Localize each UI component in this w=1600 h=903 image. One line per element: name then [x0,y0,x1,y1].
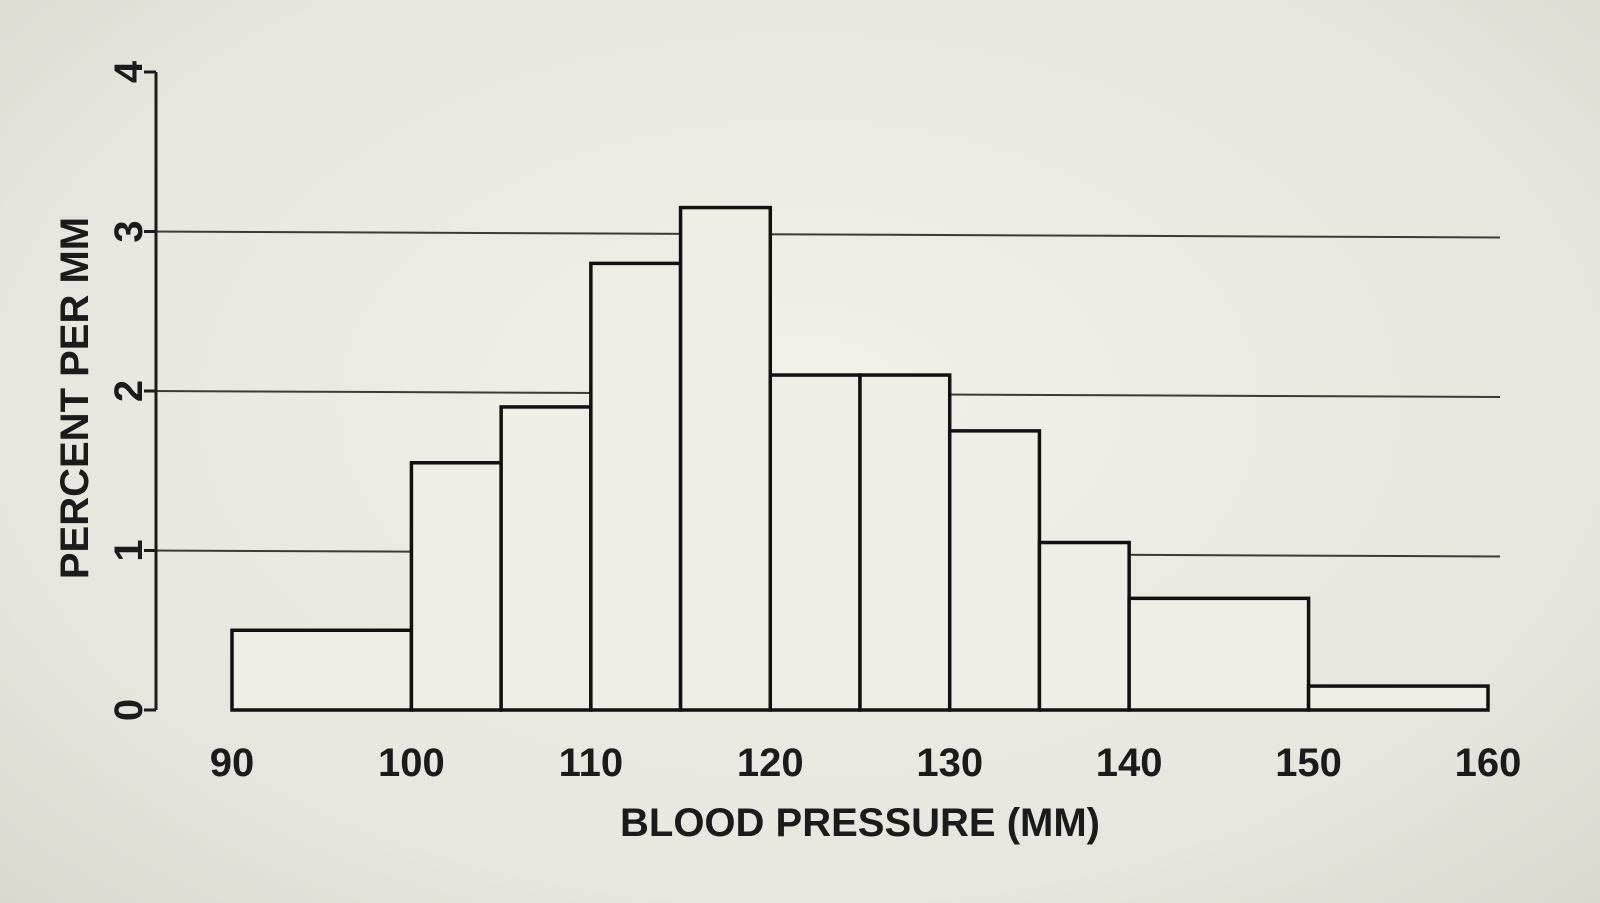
y-tick-label-1: 1 [107,539,151,561]
x-tick-label-160: 160 [1455,741,1522,785]
y-tick-label-4: 4 [107,60,151,83]
y-tick-label-3: 3 [107,220,151,242]
histogram-bar-0 [230,628,414,712]
x-tick-label-100: 100 [378,741,445,785]
x-tick-layer: 90 100 110 120 130 140 150 160 [210,741,1522,785]
y-axis-title: PERCENT PER MM [53,217,97,579]
histogram-bar-9 [1127,596,1311,712]
histogram-bar-10 [1306,684,1490,712]
histogram-bar-2 [499,405,593,712]
histogram-bar-5 [768,373,862,712]
histogram-bar-8 [1037,540,1131,712]
x-tick-label-140: 140 [1096,741,1163,785]
x-tick-label-130: 130 [916,741,983,785]
y-tick-label-2: 2 [107,380,151,402]
histogram-bar-3 [589,261,683,712]
histogram-bar-7 [947,429,1042,712]
x-tick-label-120: 120 [737,741,804,785]
x-tick-label-90: 90 [210,741,255,785]
bar-layer [230,205,1490,712]
x-tick-label-110: 110 [559,741,624,785]
x-tick-label-150: 150 [1275,741,1342,785]
histogram-bar-1 [409,461,503,712]
histogram-bar-4 [678,205,773,712]
y-tick-layer: 0 1 2 3 4 [107,60,156,721]
x-axis-title: BLOOD PRESSURE (MM) [620,801,1100,845]
histogram-bar-6 [858,373,952,712]
gridline-y-3 [147,230,1501,239]
y-tick-label-0: 0 [107,699,151,721]
